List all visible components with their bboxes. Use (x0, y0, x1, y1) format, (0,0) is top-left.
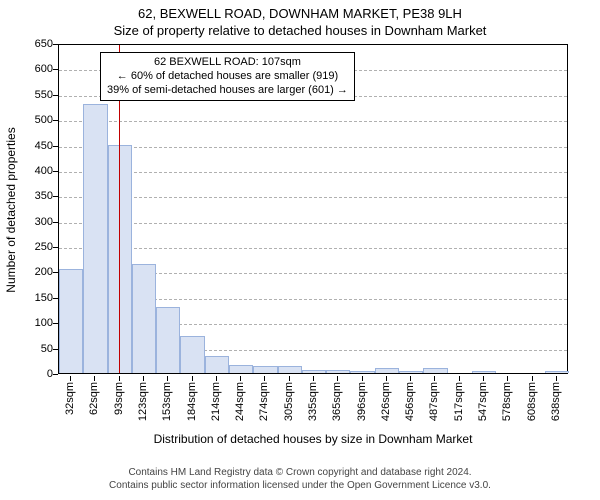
histogram-bar (132, 264, 156, 373)
gridline (59, 147, 567, 148)
y-tick: 50 (13, 343, 53, 355)
annotation-line2: ← 60% of detached houses are smaller (91… (107, 70, 348, 84)
annotation-box: 62 BEXWELL ROAD: 107sqm ← 60% of detache… (100, 52, 355, 101)
histogram-bar (423, 368, 447, 373)
x-tick-label: 153sqm (161, 382, 173, 421)
gridline (59, 248, 567, 249)
attribution-footer: Contains HM Land Registry data © Crown c… (0, 460, 600, 500)
x-tick-label: 426sqm (380, 382, 392, 421)
x-tick-label: 93sqm (113, 382, 125, 415)
x-tick-label: 365sqm (331, 382, 343, 421)
x-tick-label: 244sqm (234, 382, 246, 421)
histogram-bar (326, 370, 350, 373)
y-tick: 350 (13, 190, 53, 202)
plot-wrap: 050100150200250300350400450500550600650 … (58, 44, 568, 374)
y-tick: 200 (13, 266, 53, 278)
histogram-bar (278, 366, 302, 373)
histogram-bar (156, 307, 180, 373)
gridline (59, 223, 567, 224)
histogram-bar (229, 365, 253, 373)
histogram-bar (205, 356, 229, 373)
x-tick-label: 214sqm (210, 382, 222, 421)
gridline (59, 172, 567, 173)
histogram-bar (472, 371, 496, 373)
x-tick-label: 638sqm (550, 382, 562, 421)
histogram-bar (302, 370, 326, 373)
x-tick-label: 547sqm (477, 382, 489, 421)
chart-title: Size of property relative to detached ho… (0, 21, 600, 38)
y-tick: 0 (13, 368, 53, 380)
histogram-bar (59, 269, 83, 373)
y-tick: 300 (13, 216, 53, 228)
y-tick: 650 (13, 38, 53, 50)
x-tick-label: 578sqm (501, 382, 513, 421)
gridline (59, 121, 567, 122)
x-tick-label: 123sqm (137, 382, 149, 421)
x-tick-label: 608sqm (526, 382, 538, 421)
annotation-line1: 62 BEXWELL ROAD: 107sqm (107, 56, 348, 70)
histogram-bar (253, 366, 277, 373)
footer-line1: Contains HM Land Registry data © Crown c… (0, 466, 600, 479)
histogram-bar (375, 368, 399, 373)
histogram-bar (83, 104, 107, 373)
histogram-bar (180, 336, 204, 373)
y-tick: 150 (13, 292, 53, 304)
x-tick-label: 396sqm (356, 382, 368, 421)
y-tick: 550 (13, 89, 53, 101)
x-tick-label: 517sqm (453, 382, 465, 421)
x-tick-label: 335sqm (307, 382, 319, 421)
histogram-bar (350, 371, 374, 373)
y-tick: 600 (13, 63, 53, 75)
y-tick: 500 (13, 114, 53, 126)
x-tick-label: 456sqm (404, 382, 416, 421)
y-tick: 450 (13, 140, 53, 152)
gridline (59, 197, 567, 198)
footer-line2: Contains public sector information licen… (0, 479, 600, 492)
x-tick-label: 32sqm (64, 382, 76, 415)
x-tick-label: 184sqm (186, 382, 198, 421)
x-axis-label: Distribution of detached houses by size … (58, 432, 568, 446)
annotation-line3: 39% of semi-detached houses are larger (… (107, 84, 348, 98)
x-tick-label: 274sqm (258, 382, 270, 421)
x-tick-label: 487sqm (428, 382, 440, 421)
histogram-bar (545, 371, 569, 373)
y-tick: 400 (13, 165, 53, 177)
y-tick: 100 (13, 317, 53, 329)
chart-supertitle: 62, BEXWELL ROAD, DOWNHAM MARKET, PE38 9… (0, 0, 600, 21)
x-tick-label: 62sqm (88, 382, 100, 415)
histogram-bar (399, 371, 423, 373)
y-tick: 250 (13, 241, 53, 253)
x-tick-label: 305sqm (283, 382, 295, 421)
